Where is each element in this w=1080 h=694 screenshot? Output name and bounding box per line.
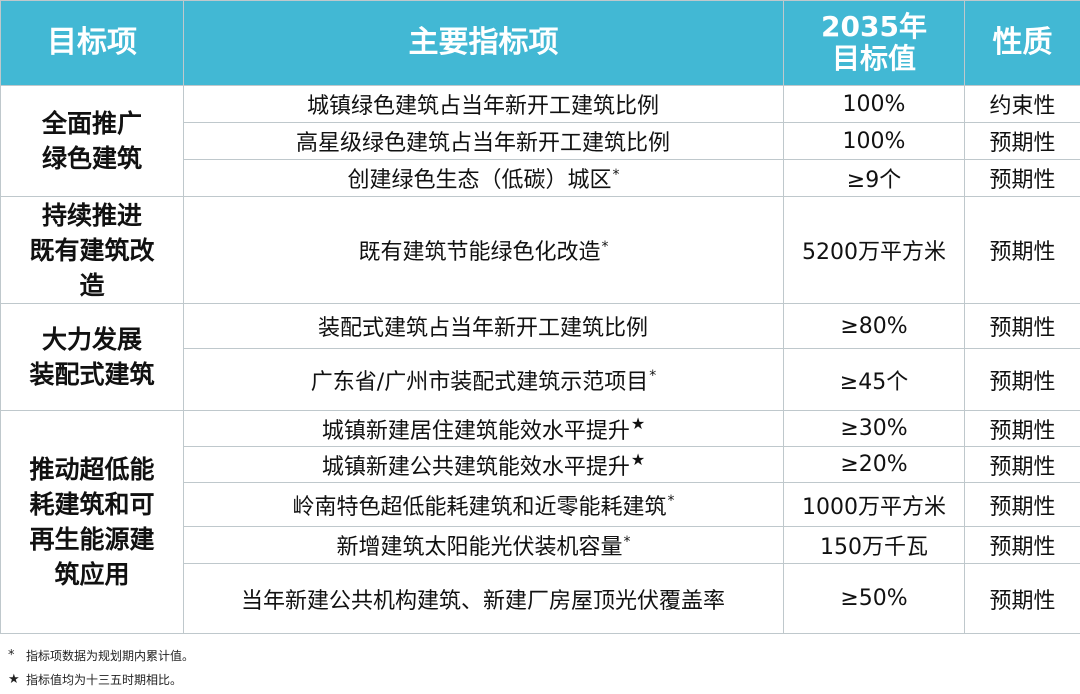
value-cell: 100%	[783, 122, 965, 160]
indicator-text: 既有建筑节能绿色化改造	[358, 240, 601, 265]
indicator-cell: 既有建筑节能绿色化改造*	[183, 196, 784, 304]
category-line: 推动超低能	[29, 455, 155, 484]
indicator-text: 城镇绿色建筑占当年新开工建筑比例	[306, 94, 659, 119]
table-row: 当年新建公共机构建筑、新建厂房屋顶光伏覆盖率 ≥50% 预期性	[1, 563, 1080, 634]
indicator-text: 广东省/广州市装配式建筑示范项目	[310, 369, 649, 395]
indicator-mark: *	[623, 533, 631, 550]
indicator-table: 目标项 主要指标项 2035年 目标值 性质 全面推广 绿色建筑 城镇绿色建筑占…	[0, 0, 1080, 634]
table-row: 城镇新建公共建筑能效水平提升★ ≥20% 预期性	[1, 446, 1080, 483]
category-cell: 大力发展 装配式建筑	[0, 303, 184, 411]
category-line: 绿色建筑	[41, 144, 142, 173]
header-nature: 性质	[964, 0, 1080, 86]
nature-cell: 预期性	[964, 122, 1080, 160]
indicator-mark: ★	[630, 414, 646, 434]
footnotes: * 指标项数据为规划期内累计值。 ★ 指标值均为十三五时期相比。	[8, 644, 194, 692]
value-cell: ≥20%	[783, 446, 965, 483]
value-cell: ≥45个	[783, 348, 965, 411]
value-cell: ≥50%	[783, 563, 965, 634]
category-line: 大力发展	[41, 325, 142, 354]
table-row: 全面推广 绿色建筑 城镇绿色建筑占当年新开工建筑比例 100% 约束性	[0, 85, 1080, 197]
category-line: 持续推进	[41, 200, 142, 230]
footnote: ★ 指标值均为十三五时期相比。	[8, 668, 194, 692]
value-cell: ≥9个	[783, 159, 965, 197]
header-target-item: 目标项	[0, 0, 184, 86]
header-target-value-line1: 2035年	[821, 10, 927, 43]
table-row: 新增建筑太阳能光伏装机容量* 150万千瓦 预期性	[1, 526, 1080, 564]
value-cell: 1000万平方米	[783, 482, 965, 527]
indicator-text: 创建绿色生态（低碳）城区	[347, 168, 612, 193]
indicator-cell: 城镇新建居住建筑能效水平提升★	[183, 410, 784, 447]
category-line: 再生能源建	[29, 525, 155, 554]
indicator-text: 城镇新建居住建筑能效水平提升	[321, 418, 630, 444]
nature-cell: 预期性	[964, 159, 1080, 197]
value-cell: 150万千瓦	[783, 526, 965, 564]
category-line: 装配式建筑	[29, 360, 155, 389]
nature-cell: 预期性	[964, 196, 1080, 304]
category-line: 筑应用	[54, 560, 130, 589]
footnote-text: 指标值均为十三五时期相比。	[26, 673, 183, 687]
indicator-cell: 新增建筑太阳能光伏装机容量*	[183, 526, 784, 564]
table-row: 推动超低能 耗建筑和可 再生能源建 筑应用 城镇新建居住建筑能效水平提升★ ≥3…	[0, 410, 1080, 634]
header-main-indicator: 主要指标项	[183, 0, 784, 86]
indicator-text: 新增建筑太阳能光伏装机容量	[336, 535, 623, 560]
nature-cell: 预期性	[964, 303, 1080, 349]
value-cell: 5200万平方米	[783, 196, 965, 304]
table-row: 持续推进 既有建筑改 造 既有建筑节能绿色化改造* 5200万平方米 预期性	[0, 196, 1080, 304]
indicator-mark: *	[667, 493, 675, 510]
footnote-mark: *	[8, 648, 15, 663]
indicator-cell: 当年新建公共机构建筑、新建厂房屋顶光伏覆盖率	[183, 563, 784, 634]
nature-cell: 预期性	[964, 482, 1080, 527]
category-line: 耗建筑和可	[29, 490, 155, 519]
indicator-cell: 装配式建筑占当年新开工建筑比例	[183, 303, 784, 349]
nature-cell: 约束性	[964, 85, 1080, 123]
category-line: 造	[79, 270, 105, 300]
indicator-mark: *	[601, 238, 609, 255]
indicator-text: 当年新建公共机构建筑、新建厂房屋顶光伏覆盖率	[240, 588, 725, 614]
indicator-mark: *	[649, 368, 657, 385]
category-line: 既有建筑改	[29, 235, 155, 265]
footnote: * 指标项数据为规划期内累计值。	[8, 644, 194, 668]
value-cell: ≥80%	[783, 303, 965, 349]
nature-cell: 预期性	[964, 563, 1080, 634]
nature-cell: 预期性	[964, 446, 1080, 483]
indicator-text: 装配式建筑占当年新开工建筑比例	[317, 316, 648, 341]
indicator-cell: 岭南特色超低能耗建筑和近零能耗建筑*	[183, 482, 784, 527]
value-cell: 100%	[783, 85, 965, 123]
indicator-text: 高星级绿色建筑占当年新开工建筑比例	[295, 131, 670, 156]
category-cell: 全面推广 绿色建筑	[0, 85, 184, 197]
category-cell: 推动超低能 耗建筑和可 再生能源建 筑应用	[0, 410, 184, 634]
nature-cell: 预期性	[964, 526, 1080, 564]
category-cell: 持续推进 既有建筑改 造	[0, 196, 184, 304]
category-line: 全面推广	[41, 109, 142, 138]
indicator-mark: *	[612, 166, 620, 183]
value-cell: ≥30%	[783, 410, 965, 447]
indicator-cell: 高星级绿色建筑占当年新开工建筑比例	[183, 122, 784, 160]
indicator-text: 城镇新建公共建筑能效水平提升	[321, 454, 630, 480]
footnote-text: 指标项数据为规划期内累计值。	[26, 649, 195, 663]
table-body: 全面推广 绿色建筑 城镇绿色建筑占当年新开工建筑比例 100% 约束性 高星级绿…	[0, 85, 1080, 634]
footnote-mark: ★	[8, 672, 20, 687]
nature-cell: 预期性	[964, 410, 1080, 447]
indicator-text: 岭南特色超低能耗建筑和近零能耗建筑	[292, 494, 667, 520]
indicator-cell: 创建绿色生态（低碳）城区*	[183, 159, 784, 197]
nature-cell: 预期性	[964, 348, 1080, 411]
indicator-mark: ★	[630, 450, 646, 470]
indicator-cell: 城镇新建公共建筑能效水平提升★	[183, 446, 784, 483]
table-header-row: 目标项 主要指标项 2035年 目标值 性质	[0, 0, 1080, 86]
indicator-cell: 广东省/广州市装配式建筑示范项目*	[183, 348, 784, 411]
table-row: 高星级绿色建筑占当年新开工建筑比例 100% 预期性	[1, 122, 1080, 160]
table-row: 岭南特色超低能耗建筑和近零能耗建筑* 1000万平方米 预期性	[1, 482, 1080, 527]
indicator-cell: 城镇绿色建筑占当年新开工建筑比例	[183, 85, 784, 123]
header-target-value-line2: 目标值	[831, 42, 916, 75]
table-row: 大力发展 装配式建筑 装配式建筑占当年新开工建筑比例 ≥80% 预期性	[0, 303, 1080, 411]
header-target-value: 2035年 目标值	[783, 0, 965, 86]
